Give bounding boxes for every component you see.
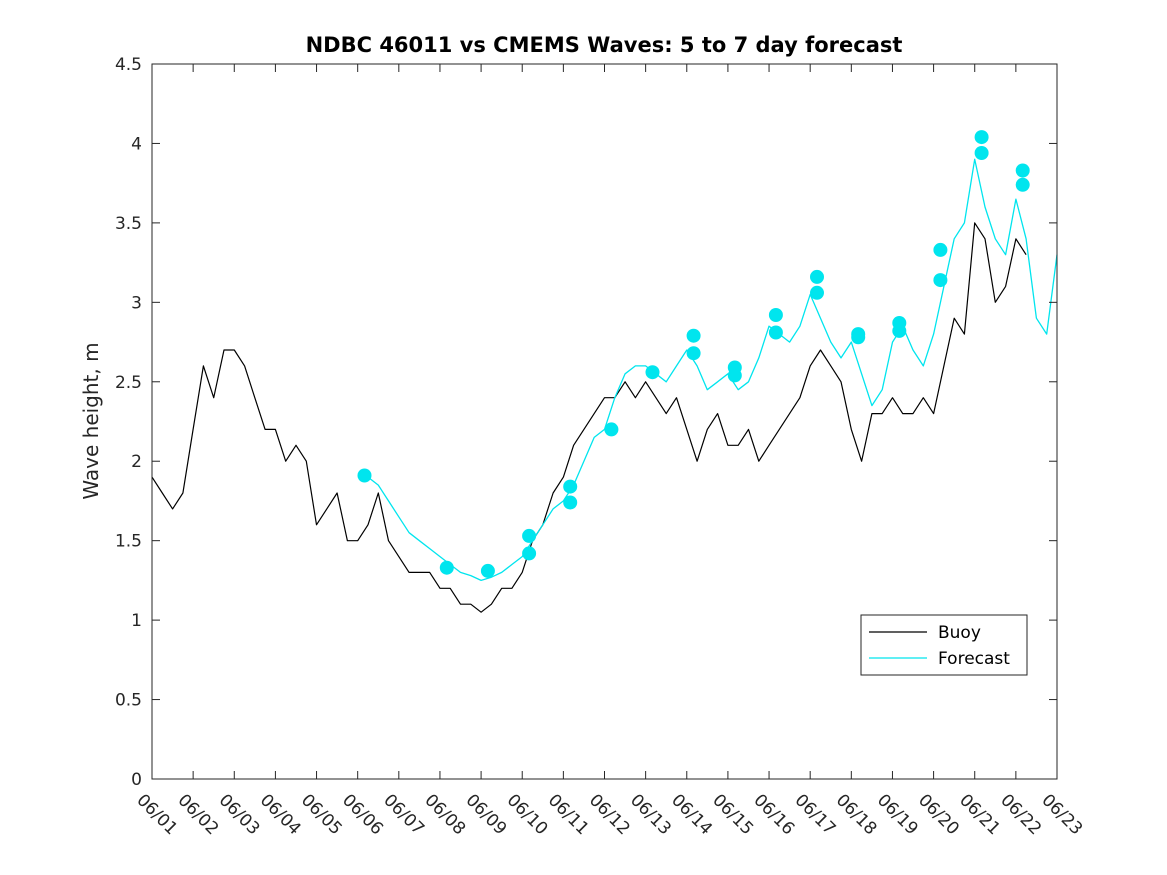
forecast-marker — [768, 308, 783, 322]
forecast-marker — [974, 146, 989, 160]
forecast-marker — [851, 327, 866, 342]
forecast-marker — [686, 328, 701, 343]
y-tick-label: 0 — [131, 770, 142, 790]
forecast-marker — [892, 316, 907, 330]
y-tick-label: 1.5 — [115, 532, 142, 552]
forecast-marker — [563, 479, 578, 494]
forecast-marker — [480, 563, 495, 578]
legend-label-forecast: Forecast — [938, 649, 1010, 669]
forecast-marker — [522, 528, 537, 543]
forecast-marker — [727, 360, 742, 375]
forecast-marker — [933, 273, 948, 288]
forecast-marker — [810, 285, 824, 300]
forecast-marker — [604, 422, 619, 437]
forecast-marker — [439, 560, 454, 575]
y-tick-label: 4.5 — [115, 55, 142, 75]
y-tick-label: 3.5 — [115, 214, 142, 234]
y-tick-label: 2.5 — [115, 373, 142, 393]
forecast-marker — [933, 242, 948, 257]
legend-label-buoy: Buoy — [938, 623, 981, 643]
forecast-marker — [768, 325, 783, 340]
legend: Buoy Forecast — [860, 614, 1028, 676]
y-tick-label: 0.5 — [115, 691, 142, 711]
legend-box — [860, 614, 1028, 676]
y-tick-label: 1 — [131, 611, 142, 631]
y-tick-label: 4 — [131, 134, 142, 154]
y-tick-label: 2 — [131, 452, 142, 472]
forecast-marker — [974, 130, 989, 145]
series-layer — [151, 158, 1058, 613]
series-line-forecast — [367, 158, 1058, 582]
y-tick-label: 3 — [131, 293, 142, 313]
chart-title: NDBC 46011 vs CMEMS Waves: 5 to 7 day fo… — [306, 33, 903, 57]
marker-layer — [357, 130, 1030, 578]
y-axis: 0 0.5 1 1.5 2 2.5 3 3.5 4 4.5 — [115, 55, 1057, 790]
series-line-buoy — [151, 222, 1027, 613]
forecast-marker — [810, 269, 824, 284]
forecast-marker — [645, 365, 660, 380]
y-axis-label: Wave height, m — [79, 342, 103, 499]
forecast-marker — [686, 346, 701, 361]
forecast-marker — [522, 546, 537, 561]
forecast-marker — [1015, 177, 1030, 192]
forecast-marker — [563, 495, 578, 510]
forecast-marker — [1015, 163, 1030, 178]
forecast-marker — [357, 468, 372, 483]
